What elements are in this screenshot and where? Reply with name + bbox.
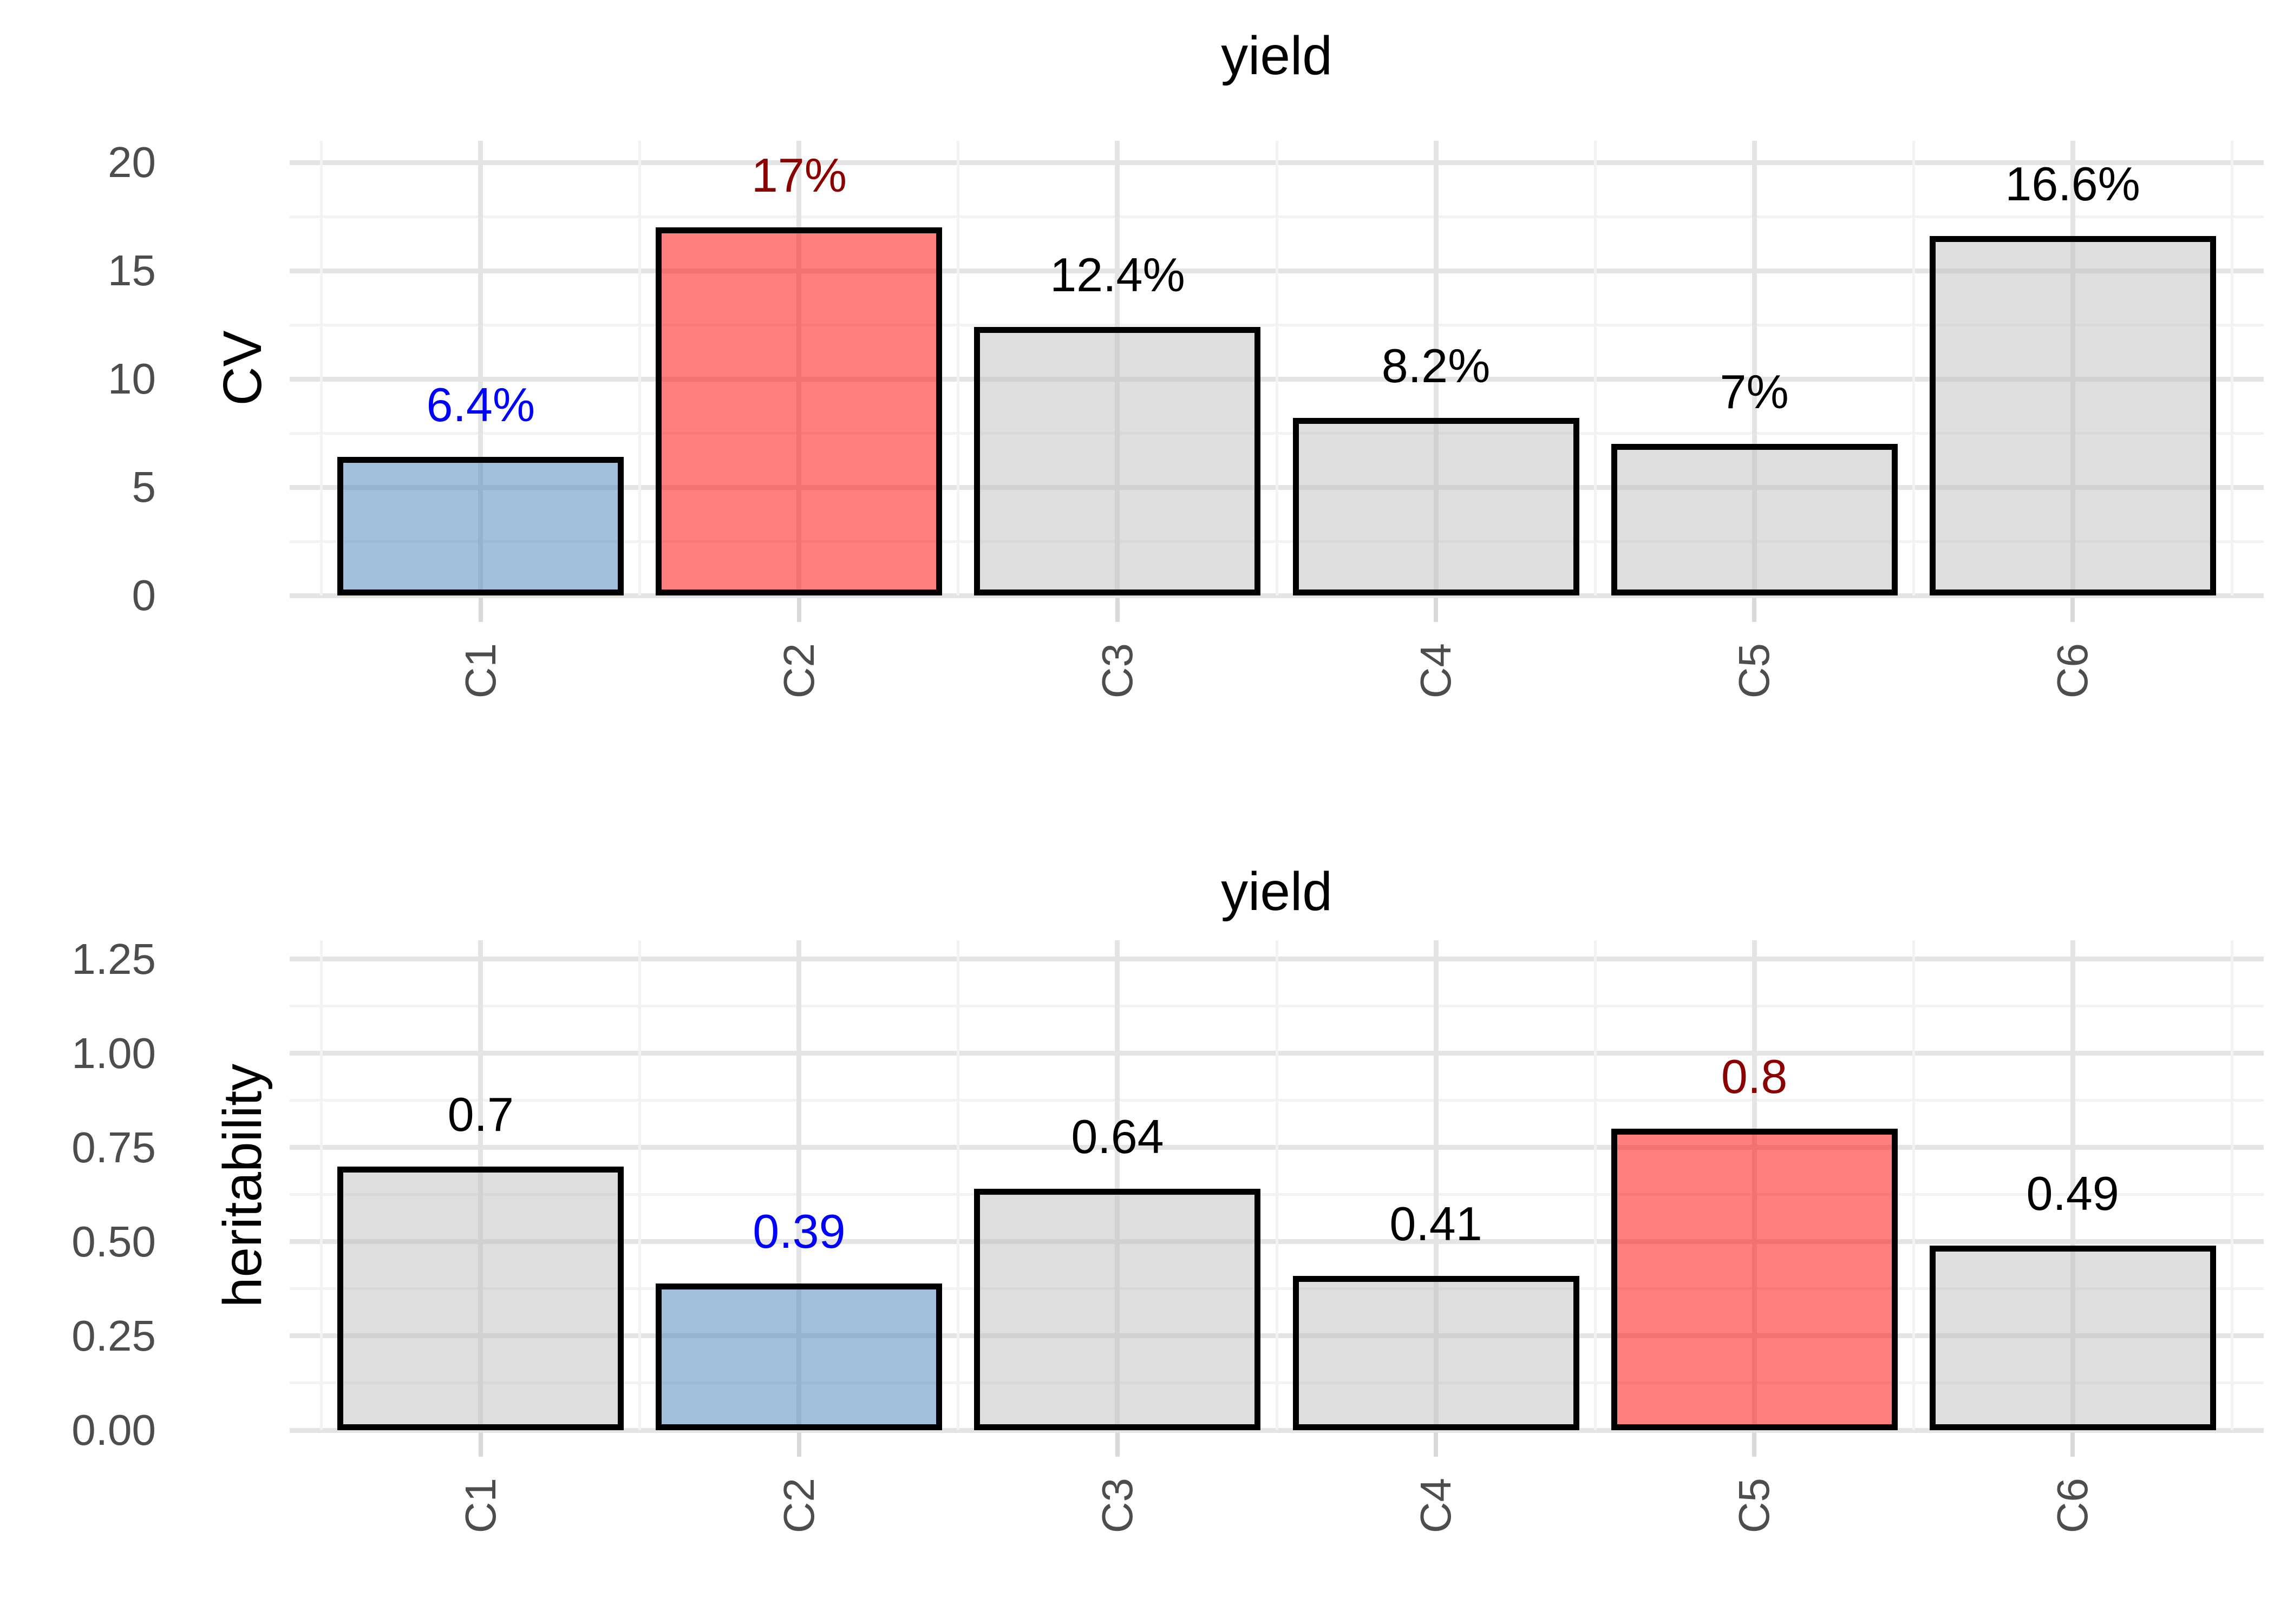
chart-title: yield [1221, 861, 1332, 922]
x-tick-mark [478, 1432, 483, 1457]
bar [656, 227, 943, 595]
x-tick-mark [1115, 598, 1120, 622]
y-tick-label: 0.25 [71, 1311, 156, 1360]
x-tick-mark [796, 1432, 801, 1457]
vertical-major-gridline [796, 940, 802, 1430]
major-gridline [290, 593, 2264, 598]
x-tick-label: C6 [2048, 1478, 2097, 1534]
bar-value-label: 17% [751, 148, 847, 202]
x-tick-label: C3 [1093, 1478, 1141, 1534]
bar-value-label: 0.41 [1389, 1196, 1482, 1250]
plot-area: 6.4% 17% 12.4% 8.2% 7% 16.6% 0 5 10 15 20 C1 C2 C3 C4 C… [108, 138, 2264, 699]
vertical-major-gridline [1752, 141, 1757, 595]
vertical-minor-gridline [2230, 141, 2233, 595]
vertical-minor-gridline [638, 940, 642, 1430]
bar-value-label: 8.2% [1381, 339, 1491, 392]
x-tick-label: C4 [1412, 643, 1460, 699]
bar [1929, 1245, 2216, 1430]
bar-value-label: 12.4% [1050, 248, 1185, 302]
bar-value-label: 0.49 [2026, 1166, 2119, 1220]
bar [974, 1189, 1261, 1430]
bar [1611, 444, 1898, 595]
y-tick-label: 0.50 [71, 1217, 156, 1266]
y-tick-label: 20 [108, 138, 156, 186]
x-tick-label: C3 [1093, 643, 1141, 699]
x-tick-label: C6 [2048, 643, 2097, 699]
heritability-chart: yield heritability 0.7 0.39 0.64 0.41 0.8 0.4… [0, 812, 2274, 1624]
vertical-minor-gridline [1275, 940, 1278, 1430]
x-tick-label: C1 [456, 1478, 505, 1534]
x-tick-label: C2 [774, 643, 823, 699]
vertical-major-gridline [1433, 940, 1439, 1430]
vertical-minor-gridline [957, 141, 960, 595]
vertical-minor-gridline [2230, 940, 2233, 1430]
y-tick-label: 5 [132, 463, 156, 511]
vertical-minor-gridline [1275, 141, 1278, 595]
chart-title: yield [1221, 25, 1332, 86]
bar-value-label: 6.4% [426, 378, 535, 431]
bar [337, 457, 624, 595]
vertical-minor-gridline [320, 940, 323, 1430]
x-tick-mark [1434, 598, 1439, 622]
x-tick-mark [1752, 598, 1757, 622]
bar [1292, 418, 1579, 595]
bar-value-label: 0.7 [447, 1087, 514, 1141]
major-gridline [290, 1427, 2264, 1433]
x-tick-mark [1115, 1432, 1120, 1457]
x-tick-label: C4 [1412, 1478, 1460, 1534]
bar-value-label: 0.39 [753, 1204, 846, 1258]
y-tick-label: 1.25 [71, 934, 156, 983]
vertical-minor-gridline [1593, 940, 1597, 1430]
x-tick-mark [2070, 598, 2075, 622]
vertical-minor-gridline [957, 940, 960, 1430]
bar-value-label: 0.64 [1071, 1110, 1164, 1164]
x-tick-label: C5 [1730, 643, 1779, 699]
y-tick-label: 15 [108, 246, 156, 294]
bar [1292, 1275, 1579, 1430]
y-tick-label: 0.00 [71, 1406, 156, 1454]
cv-chart: yield CV 6.4% 17% 12.4% 8.2% 7% 16.6% 0 5 10 15 20… [108, 25, 2264, 699]
vertical-minor-gridline [1593, 141, 1597, 595]
vertical-minor-gridline [638, 141, 642, 595]
bar-value-label: 0.8 [1721, 1050, 1788, 1104]
vertical-minor-gridline [320, 141, 323, 595]
vertical-major-gridline [1115, 940, 1120, 1430]
vertical-minor-gridline [1912, 940, 1915, 1430]
x-tick-mark [1434, 1432, 1439, 1457]
y-tick-label: 1.00 [71, 1029, 156, 1077]
vertical-minor-gridline [1912, 141, 1915, 595]
y-tick-label: 0 [132, 571, 156, 619]
plot-area: 0.7 0.39 0.64 0.41 0.8 0.49 0.00 0.25 0.50 0.75 1.… [0, 812, 2274, 1624]
vertical-major-gridline [1433, 141, 1439, 595]
x-tick-label: C1 [456, 643, 505, 699]
bar-value-label: 16.6% [2005, 157, 2140, 211]
x-tick-mark [2070, 1432, 2075, 1457]
x-tick-mark [1752, 1432, 1757, 1457]
y-tick-label: 0.75 [71, 1123, 156, 1171]
x-tick-mark [796, 598, 801, 622]
vertical-major-gridline [478, 141, 483, 595]
x-tick-label: C2 [774, 1478, 823, 1534]
bar [656, 1283, 943, 1430]
bar-value-label: 7% [1720, 365, 1789, 418]
bar [1611, 1129, 1898, 1430]
x-tick-label: C5 [1730, 1478, 1779, 1534]
vertical-major-gridline [2070, 940, 2075, 1430]
y-tick-label: 10 [108, 355, 156, 403]
x-tick-mark [478, 598, 483, 622]
bar [974, 327, 1261, 595]
bar [1929, 236, 2216, 595]
bar [337, 1166, 624, 1430]
